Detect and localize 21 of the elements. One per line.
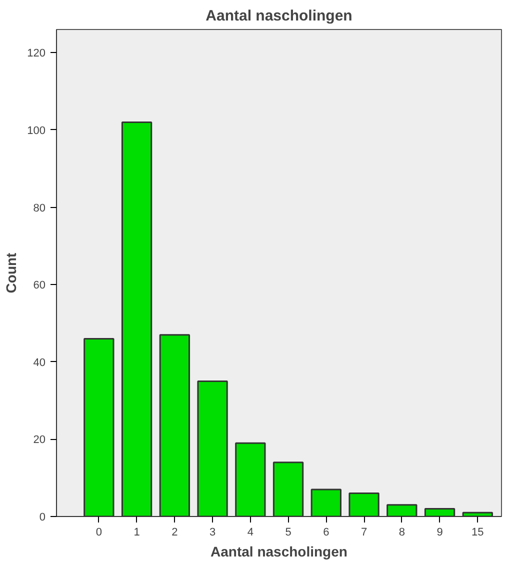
x-tick-label: 1	[134, 526, 140, 538]
y-tick-label: 120	[27, 48, 46, 60]
x-tick-label: 15	[472, 526, 484, 538]
x-tick-label: 5	[285, 526, 292, 538]
x-tick-label: 3	[209, 526, 216, 538]
x-axis-title: Aantal nascholingen	[210, 544, 348, 560]
y-axis-title: Count	[3, 252, 20, 294]
chart-title: Aantal nascholingen	[206, 8, 352, 24]
x-tick-label: 6	[323, 526, 330, 538]
y-tick-label: 100	[27, 124, 46, 137]
y-tick-label: 40	[33, 356, 46, 369]
y-tick-label: 20	[33, 434, 46, 446]
x-tick-label: 0	[96, 526, 102, 538]
x-tick-label: 8	[398, 526, 405, 538]
y-tick-label: 60	[33, 280, 46, 292]
x-tick-label: 9	[436, 526, 443, 538]
y-tick-label: 80	[33, 202, 46, 214]
x-tick-label: 2	[172, 526, 178, 538]
y-tick-label: 0	[39, 512, 46, 524]
x-tick-label: 4	[247, 526, 254, 538]
x-tick-label: 7	[360, 526, 368, 538]
